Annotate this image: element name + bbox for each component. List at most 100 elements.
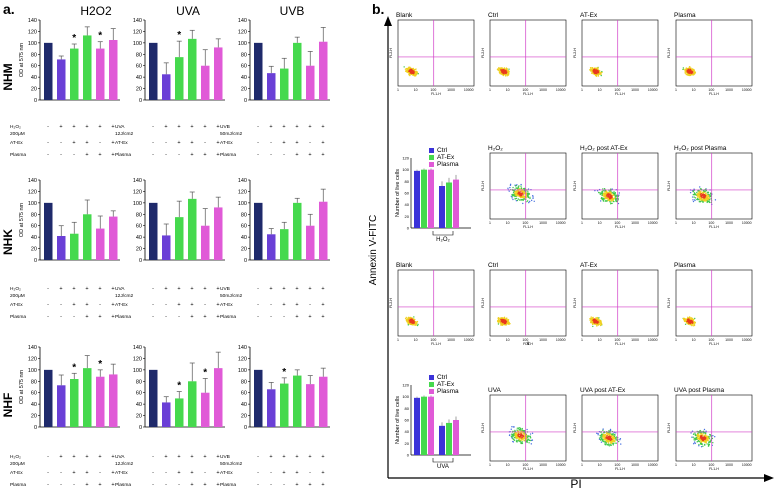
bar: [57, 236, 66, 260]
bar: [162, 74, 171, 100]
flow-event-dot: [696, 434, 698, 436]
y-tick-label: 120: [133, 189, 142, 195]
y-tick-label: 60: [31, 224, 37, 230]
condition-sign: -: [257, 470, 259, 476]
group-bracket: [432, 231, 454, 236]
flow-event-dot: [521, 198, 523, 201]
flow-event-dot: [501, 67, 503, 70]
condition-sign: -: [270, 152, 272, 158]
flow-x-axis-label: FL1-H: [431, 342, 441, 346]
flow-event-dot: [703, 190, 705, 193]
flow-event-dot: [597, 75, 600, 77]
flow-event-dot: [517, 194, 519, 197]
flow-event-dot: [695, 437, 697, 439]
condition-label: H₂O₂: [10, 454, 21, 460]
y-tick-label: 0: [139, 258, 142, 264]
flow-event-dot: [691, 430, 694, 432]
condition-sign: +: [216, 124, 219, 130]
flow-y-axis-label: FL2-H: [481, 181, 485, 191]
flow-event-dot: [604, 434, 606, 436]
flow-event-dot: [608, 445, 611, 447]
flow-event-dot: [498, 69, 500, 72]
flow-event-dot: [707, 443, 710, 446]
flow-plot-title: Plasma: [674, 12, 696, 19]
bar: [306, 225, 315, 260]
condition-sign: +: [98, 286, 101, 292]
y-tick-label: 120: [28, 189, 37, 195]
flow-x-tick: 10000: [648, 338, 658, 342]
condition-label: Plasma: [10, 152, 26, 158]
flow-event-dot: [697, 438, 700, 440]
flow-event-dot: [522, 202, 524, 205]
live-cells-ylabel: Number of live cells: [395, 396, 401, 444]
y-tick-label: 40: [241, 235, 247, 241]
flow-event-dot: [607, 441, 610, 443]
flow-event-dot: [602, 195, 605, 197]
flow-event-dot: [527, 190, 529, 192]
flow-event-dot: [412, 73, 414, 76]
condition-sign: +: [203, 454, 206, 460]
flow-event-dot: [688, 322, 690, 324]
flow-event-dot: [691, 436, 693, 438]
flow-event-dot: [602, 188, 604, 190]
flow-event-dot: [684, 323, 687, 326]
flow-x-tick: 10: [414, 338, 418, 342]
flow-plot-7: Blank 1 10 100 1000 10000 FL1-H FL2-H: [389, 262, 475, 346]
condition-sign: +: [282, 124, 285, 130]
flow-event-dot: [416, 71, 418, 73]
flow-x-tick: 100: [614, 463, 620, 467]
condition-sign: +: [111, 286, 114, 292]
flow-event-dot: [519, 188, 521, 190]
y-tick-label: 140: [238, 18, 247, 24]
flow-event-dot: [693, 441, 696, 443]
flow-event-dot: [514, 185, 517, 187]
flow-event-dot: [600, 196, 603, 199]
flow-event-dot: [526, 441, 529, 443]
flow-event-dot: [609, 443, 611, 446]
flow-event-dot: [502, 323, 504, 325]
flow-plot-8: Ctrl 1 10 100 1000 10000 FL1-H FL2-H: [481, 262, 567, 346]
flow-event-dot: [514, 190, 516, 193]
y-tick-label: 40: [241, 75, 247, 81]
flow-event-dot: [712, 434, 714, 437]
flow-event-dot: [708, 199, 710, 201]
flow-event-dot: [512, 438, 514, 440]
flow-event-dot: [413, 72, 415, 74]
flow-event-dot: [594, 189, 596, 192]
flow-event-dot: [612, 441, 614, 443]
flow-event-dot: [702, 198, 705, 200]
flow-event-dot: [516, 199, 519, 202]
condition-sign: +: [72, 286, 75, 292]
flow-event-dot: [596, 324, 598, 326]
live-cells-ylabel: Number of live cells: [395, 169, 401, 217]
flow-event-dot: [522, 192, 525, 194]
flow-event-dot: [698, 445, 700, 447]
bar: [306, 65, 315, 100]
live-cells-bar: [439, 186, 445, 228]
condition-table: UVB - + + + + +50mJ/cm2 AT-Ex - - + + - + Plasma - - - + + +: [220, 286, 325, 320]
flow-event-dot: [617, 202, 620, 205]
flow-event-dot: [501, 317, 503, 319]
flow-event-dot: [693, 324, 696, 327]
legend-label: Ctrl: [437, 374, 448, 381]
flow-x-tick: 1000: [631, 463, 639, 467]
flow-event-dot: [412, 318, 415, 320]
condition-sign: +: [98, 152, 101, 158]
flow-plot-frame: [489, 152, 567, 220]
flow-event-dot: [516, 184, 518, 186]
condition-sign: +: [190, 314, 193, 320]
flow-event-dot: [615, 197, 617, 199]
flow-event-dot: [600, 437, 603, 439]
column-title-h2o2: H2O2: [80, 4, 112, 18]
flow-plot-11: UVA 1 10 100 1000 10000 FL1-H FL2-H: [481, 387, 567, 471]
condition-sign: +: [111, 302, 114, 308]
flow-event-dot: [521, 441, 523, 443]
y-tick-label: 40: [31, 75, 37, 81]
flow-event-dot: [605, 440, 608, 443]
bar: [44, 202, 53, 260]
flow-event-dot: [688, 65, 691, 68]
flow-event-dot: [526, 200, 529, 202]
flow-event-dot: [508, 190, 510, 192]
flow-event-dot: [692, 443, 695, 445]
flow-event-dot: [615, 195, 617, 198]
